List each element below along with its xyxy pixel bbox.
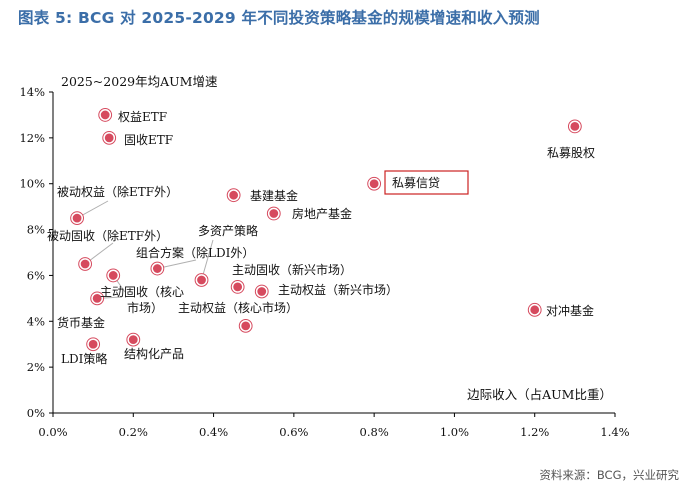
y-tick-label: 8% xyxy=(27,223,45,237)
point-label-active-fi-core-line2: 市场） xyxy=(127,300,163,315)
point-label-solutions-line1: 组合方案（除LDI外） xyxy=(136,245,254,260)
data-point-ring xyxy=(70,211,84,226)
point-label-pe: 私募股权 xyxy=(547,146,595,160)
y-tick-label: 12% xyxy=(19,131,45,145)
point-label-multi-asset: 多资产策略 xyxy=(198,223,258,238)
point-label-infra: 基建基金 xyxy=(250,188,298,203)
data-point-ring xyxy=(567,119,582,134)
source-note: 资料来源：BCG，兴业研究 xyxy=(539,468,679,482)
point-label-equity-etf: 权益ETF xyxy=(118,110,167,124)
point-label-active-eq-core: 主动权益（核心市场） xyxy=(178,300,298,315)
data-point xyxy=(568,120,581,133)
data-point xyxy=(231,280,244,293)
y-tick-label: 2% xyxy=(27,360,45,374)
data-point xyxy=(368,177,381,190)
data-point-ring xyxy=(86,337,101,352)
data-point xyxy=(528,303,541,316)
point-label-active-fi-em: 主动固收（新兴市场） xyxy=(232,262,352,277)
chart-title: 图表 5: BCG 对 2025-2029 年不同投资策略基金的规模增速和收入预… xyxy=(18,9,540,27)
x-axis-title: 边际收入（占AUM比重） xyxy=(467,387,612,402)
data-point xyxy=(103,131,116,144)
x-tick-label: 1.2% xyxy=(520,425,549,439)
point-label-structured: 结构化产品 xyxy=(124,346,184,361)
data-point-ring xyxy=(254,284,269,299)
data-point xyxy=(239,319,252,332)
x-tick-label: 1.0% xyxy=(440,425,469,439)
point-label-fi-etf: 固收ETF xyxy=(124,133,173,147)
data-point xyxy=(91,292,104,305)
data-point xyxy=(99,108,112,121)
point-label-active-fi-core-line1: 主动固收（核心 xyxy=(100,285,184,299)
data-point xyxy=(127,333,140,346)
data-point xyxy=(87,338,100,351)
data-point xyxy=(227,189,240,202)
y-tick-label: 6% xyxy=(27,268,45,282)
data-point xyxy=(107,269,120,282)
data-point-ring xyxy=(106,268,121,283)
data-point xyxy=(79,257,92,270)
x-tick-label: 1.4% xyxy=(600,425,629,439)
y-axis-title: 2025~2029年均AUM增速 xyxy=(61,74,218,89)
x-tick-label: 0.2% xyxy=(119,425,148,439)
x-tick-label: 0.8% xyxy=(360,425,389,439)
data-point-ring xyxy=(266,206,281,221)
data-point-ring xyxy=(126,332,141,347)
data-point xyxy=(255,285,268,298)
data-point-ring xyxy=(102,130,117,145)
point-label-ldi: LDI策略 xyxy=(61,351,107,366)
data-points xyxy=(70,108,582,352)
x-tick-label: 0.0% xyxy=(38,425,67,439)
point-label-passive-equity: 被动权益（除ETF外） xyxy=(57,184,178,199)
point-label-private-credit: 私募信贷 xyxy=(392,176,440,190)
y-tick-label: 4% xyxy=(27,314,45,328)
y-tick-label: 10% xyxy=(19,177,45,191)
data-point-ring xyxy=(226,188,241,203)
point-label-hedge: 对冲基金 xyxy=(546,303,594,318)
data-point-ring xyxy=(527,302,542,317)
point-label-active-eq-em: 主动权益（新兴市场） xyxy=(278,282,398,297)
data-point-ring xyxy=(194,273,209,287)
leader-line xyxy=(201,239,214,281)
data-point-ring xyxy=(230,279,245,294)
y-tick-label: 0% xyxy=(27,406,45,420)
y-tick-label: 14% xyxy=(19,85,45,99)
data-point xyxy=(151,262,164,275)
data-point-ring xyxy=(90,291,105,306)
highlight-box xyxy=(384,170,469,195)
x-tick-label: 0.6% xyxy=(279,425,308,439)
data-point-ring xyxy=(367,176,382,191)
data-point xyxy=(71,212,84,225)
x-tick-label: 0.4% xyxy=(199,425,228,439)
data-point-ring xyxy=(238,318,253,333)
data-point-ring xyxy=(78,257,93,271)
data-point xyxy=(267,207,280,220)
axes: 0% 2% 4% 6% 8% 10% 12% 14% 0.0% 0.2% 0.4% 0.6% 0.8% 1… xyxy=(19,74,629,439)
data-point-ring xyxy=(150,261,165,276)
point-label-money-market: 货币基金 xyxy=(57,315,105,330)
data-point xyxy=(195,274,208,287)
data-point-ring xyxy=(98,108,113,122)
point-label-passive-fi: 被动固收（除ETF外） xyxy=(47,228,168,243)
point-label-real-estate: 房地产基金 xyxy=(292,206,352,221)
